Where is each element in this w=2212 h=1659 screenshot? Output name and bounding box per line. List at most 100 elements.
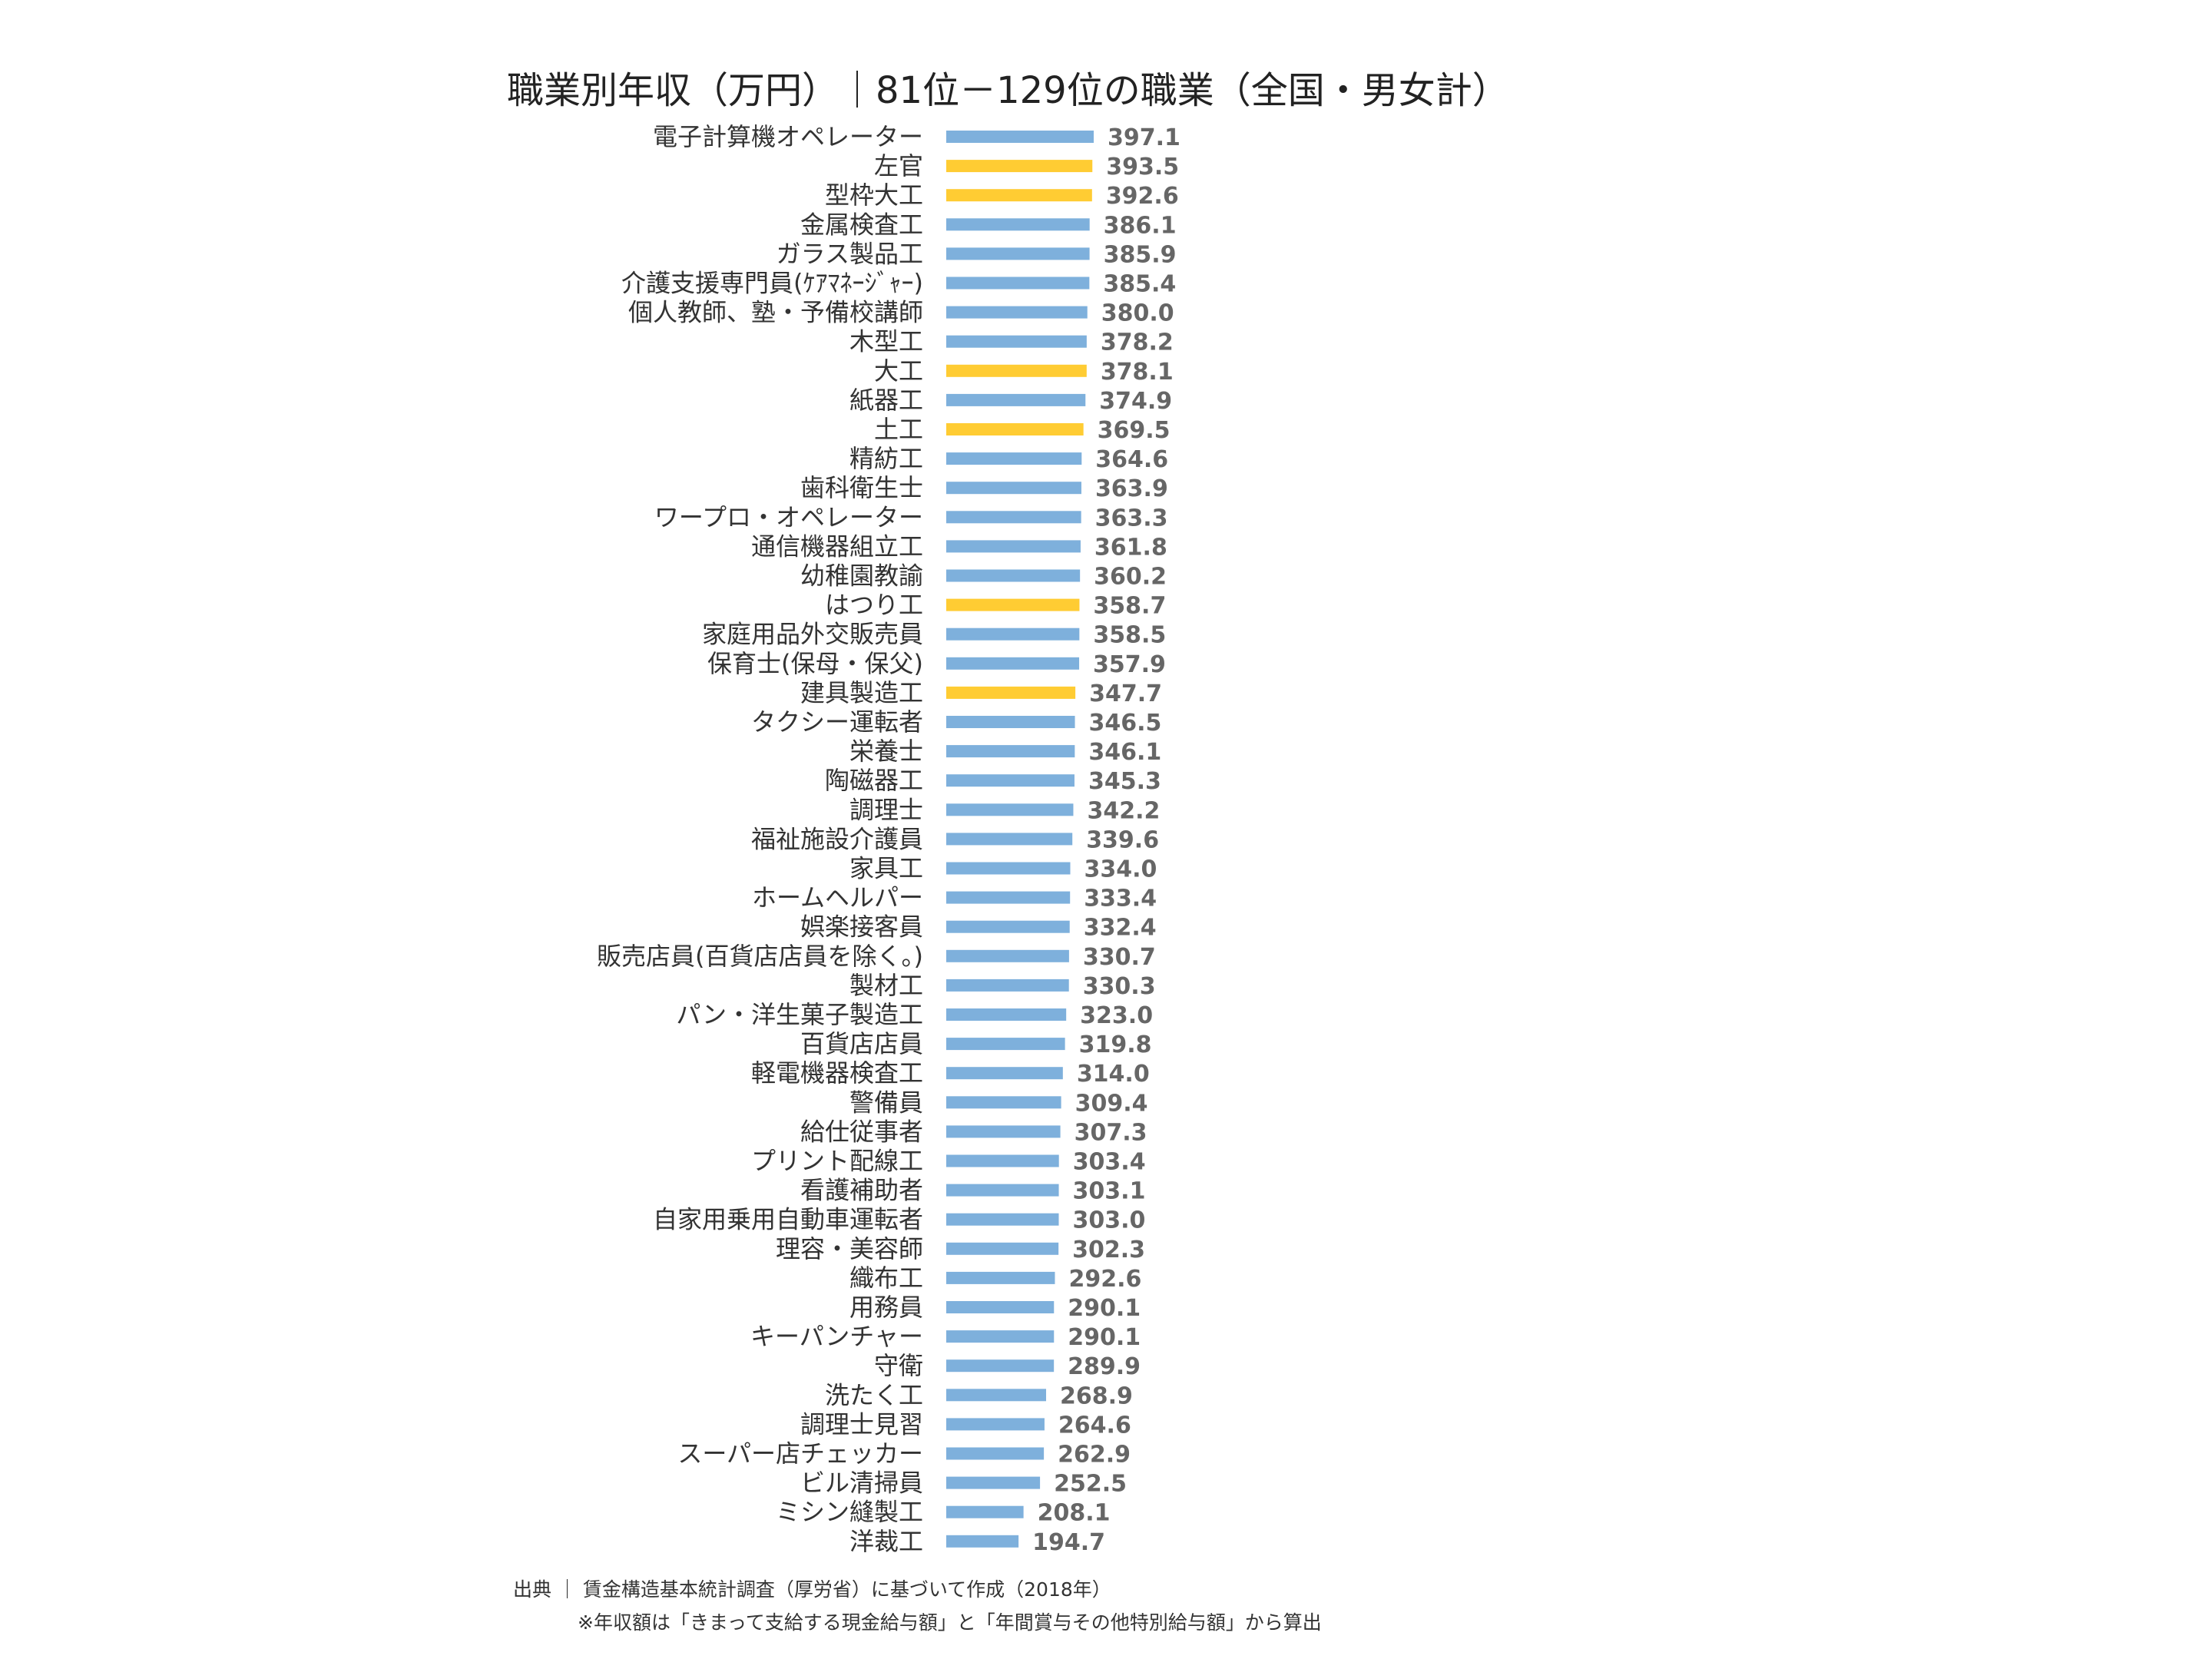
value-label: 252.5 <box>1054 1471 1127 1498</box>
value-label: 385.4 <box>1103 271 1176 298</box>
bar <box>946 1125 1061 1138</box>
value-label: 360.2 <box>1094 564 1167 591</box>
value-label: 393.5 <box>1106 154 1179 180</box>
category-label: 福祉施設介護員 <box>751 824 923 853</box>
category-label: タクシー運転者 <box>751 707 923 737</box>
bar <box>946 716 1075 728</box>
category-label: パン・洋生菓子製造工 <box>676 1000 923 1029</box>
bar <box>946 276 1090 290</box>
bar <box>946 189 1092 202</box>
value-label: 342.2 <box>1087 797 1160 824</box>
category-labels: 電子計算機オペレーター左官型枠大工金属検査工ガラス製品工介護支援専門員(ｹｱﾏﾈ… <box>597 122 923 1556</box>
category-label: 木型工 <box>849 327 923 356</box>
category-label: ホームヘルパー <box>752 883 923 912</box>
bar <box>946 979 1069 992</box>
category-label: 幼稚園教諭 <box>800 561 923 591</box>
value-label: 363.9 <box>1095 475 1168 502</box>
bar <box>946 247 1090 260</box>
bar <box>946 131 1094 143</box>
category-label: 建具製造工 <box>800 678 923 707</box>
value-label: 369.5 <box>1098 417 1171 444</box>
value-label: 194.7 <box>1032 1529 1105 1556</box>
bar <box>946 1359 1055 1373</box>
bar <box>946 540 1081 553</box>
category-label: ワープロ・オペレーター <box>654 502 923 531</box>
value-label: 358.5 <box>1093 622 1166 649</box>
value-label: 323.0 <box>1080 1002 1153 1029</box>
category-label: 理容・美容師 <box>776 1234 923 1263</box>
category-label: 紙器工 <box>849 386 923 415</box>
value-label: 334.0 <box>1084 856 1157 883</box>
category-label: 大工 <box>874 356 923 386</box>
bar <box>946 598 1080 611</box>
category-label: 販売店員(百貨店店員を除く。) <box>597 942 923 971</box>
value-label: 302.3 <box>1072 1237 1145 1263</box>
category-label: 介護支援専門員(ｹｱﾏﾈｰｼﾞｬｰ) <box>621 269 923 298</box>
category-label: 織布工 <box>849 1263 923 1293</box>
value-label: 385.9 <box>1104 241 1177 268</box>
value-label: 314.0 <box>1077 1061 1150 1088</box>
value-label: 358.7 <box>1093 593 1166 620</box>
value-label: 309.4 <box>1075 1090 1148 1117</box>
value-label: 292.6 <box>1068 1266 1141 1293</box>
category-label: 金属検査工 <box>800 210 923 239</box>
bar <box>946 745 1075 758</box>
bar <box>946 335 1087 348</box>
bar <box>946 306 1088 319</box>
bar <box>946 1271 1055 1284</box>
category-label: 自家用乗用自動車運転者 <box>653 1205 923 1234</box>
value-label: 303.0 <box>1073 1207 1146 1234</box>
category-label: 家具工 <box>849 854 923 883</box>
bar <box>946 1330 1055 1343</box>
category-label: キーパンチャー <box>750 1322 923 1351</box>
bar <box>946 1418 1045 1431</box>
value-label: 307.3 <box>1075 1119 1147 1146</box>
category-label: 看護補助者 <box>800 1176 923 1205</box>
bar <box>946 364 1087 377</box>
category-label: 土工 <box>874 415 923 444</box>
bar <box>946 511 1081 524</box>
bar <box>946 1242 1059 1255</box>
category-label: 調理士見習 <box>800 1409 923 1439</box>
category-label: ミシン縫製工 <box>776 1498 923 1527</box>
bar <box>946 452 1082 465</box>
category-label: プリント配線工 <box>751 1147 923 1176</box>
bars <box>946 131 1094 1548</box>
value-label: 345.3 <box>1088 768 1161 795</box>
bar <box>946 1096 1061 1109</box>
value-label: 208.1 <box>1038 1500 1111 1527</box>
bar <box>946 1476 1041 1489</box>
bar <box>946 1067 1063 1080</box>
category-label: 洗たく工 <box>825 1380 923 1409</box>
bar <box>946 1184 1059 1197</box>
bar <box>946 774 1075 787</box>
category-label: 歯科衛生士 <box>800 473 923 502</box>
bar <box>946 949 1069 962</box>
bar <box>946 1505 1024 1518</box>
value-label: 303.4 <box>1073 1149 1146 1176</box>
value-label: 290.1 <box>1068 1295 1141 1322</box>
bar <box>946 1389 1047 1402</box>
category-label: ビル清掃員 <box>800 1469 923 1498</box>
category-label: 軽電機器検査工 <box>751 1058 923 1088</box>
category-label: はつり工 <box>825 591 923 620</box>
value-label: 364.6 <box>1095 446 1168 473</box>
bar <box>946 686 1076 699</box>
category-label: 家庭用品外交販売員 <box>702 620 923 649</box>
value-label: 330.7 <box>1083 944 1156 971</box>
category-label: 栄養士 <box>849 737 923 766</box>
category-label: 警備員 <box>849 1088 923 1117</box>
bar <box>946 569 1081 582</box>
chart-title: 職業別年収（万円）｜81位－129位の職業（全国・男女計） <box>507 69 1509 112</box>
category-label: 左官 <box>874 151 923 180</box>
value-label: 346.5 <box>1089 710 1162 737</box>
value-label: 363.3 <box>1095 505 1168 531</box>
category-label: スーパー店チェッカー <box>677 1439 923 1469</box>
category-label: 給仕従事者 <box>800 1117 923 1146</box>
value-label: 347.7 <box>1089 680 1162 707</box>
value-label: 333.4 <box>1084 886 1157 912</box>
bar <box>946 1038 1065 1051</box>
category-label: 守衛 <box>874 1351 923 1380</box>
value-label: 392.6 <box>1106 183 1179 210</box>
